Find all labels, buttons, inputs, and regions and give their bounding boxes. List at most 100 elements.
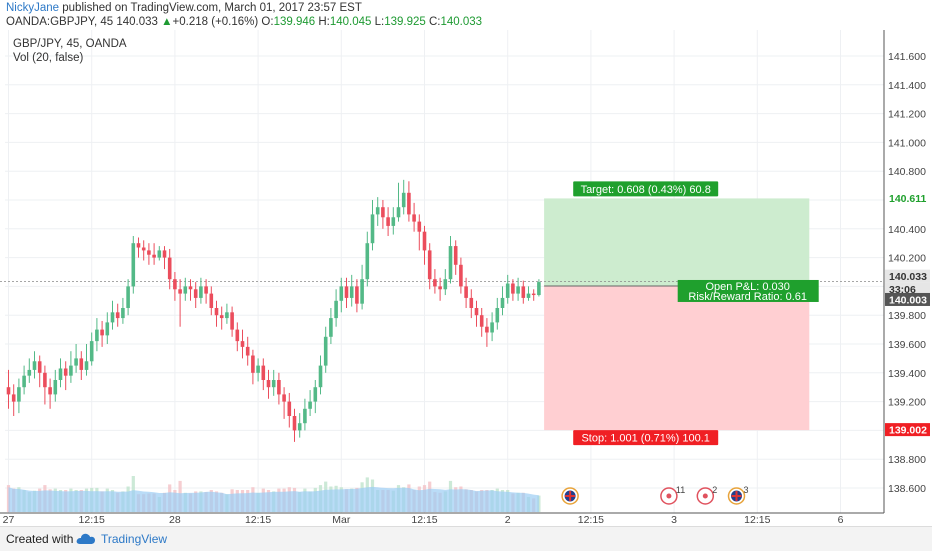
candle-body (110, 312, 115, 323)
uk-flag-icon: 3 (727, 485, 749, 505)
candle-body (69, 365, 73, 376)
candle-body (6, 387, 11, 395)
candle-body (141, 247, 146, 251)
candle-body (235, 329, 240, 342)
candle-body (417, 221, 422, 232)
target-zone (544, 198, 810, 286)
low-value: 139.925 (384, 16, 426, 28)
candle-body (355, 286, 359, 304)
candle-body (209, 293, 214, 308)
x-tick-label: 12:15 (411, 514, 437, 526)
candle-body (521, 286, 526, 298)
candle-body (505, 283, 510, 298)
volume-pane (6, 476, 541, 512)
tradingview-cloud-icon (76, 533, 95, 544)
candle-body (173, 279, 177, 290)
candle-body (479, 315, 484, 327)
candle-body (334, 300, 338, 319)
candle-body (365, 243, 370, 280)
candle-body (183, 286, 188, 294)
candle-body (32, 361, 37, 370)
candle-body (121, 308, 125, 319)
entry-price-tag: 140.003 (885, 292, 930, 306)
candle-body (131, 243, 136, 287)
long-position-tool: Target: 0.608 (0.43%) 60.8 Stop: 1.001 (0… (0, 181, 884, 446)
chart-header: NickyJane published on TradingView.com, … (0, 0, 932, 30)
y-tick-label: 141.000 (888, 137, 926, 149)
candle-body (297, 423, 302, 431)
candle-body (375, 207, 380, 215)
event-count-label: 2 (712, 485, 717, 495)
candle-body (287, 401, 292, 416)
candle-body (459, 264, 463, 287)
x-tick-label: 12:15 (744, 514, 770, 526)
candle-body (251, 355, 255, 373)
candle-body (448, 246, 453, 280)
footer-bar: Created with TradingView (0, 526, 932, 551)
candle-body (381, 207, 385, 218)
candle-body (63, 368, 68, 376)
tradingview-brand[interactable]: TradingView (101, 532, 168, 546)
candle-body (152, 254, 156, 258)
candle-body (433, 279, 437, 287)
candle-body (485, 326, 489, 333)
candle-body (407, 192, 411, 215)
author-name[interactable]: NickyJane (6, 2, 60, 14)
event-count-label: 11 (676, 485, 685, 495)
candle-body (95, 329, 99, 342)
svg-text:Stop: 1.001 (0.71%) 100.1: Stop: 1.001 (0.71%) 100.1 (581, 433, 709, 445)
candle-body (74, 358, 78, 366)
candle-body (256, 365, 260, 373)
svg-text:Open P&L: 0.030: Open P&L: 0.030 (705, 281, 789, 293)
candle-body (43, 372, 47, 388)
candle-body (214, 308, 219, 316)
y-tick-label: 141.400 (888, 80, 926, 92)
svg-text:140.003: 140.003 (889, 294, 927, 306)
open-value: 139.946 (273, 16, 316, 28)
volume-ma-area (8, 486, 539, 512)
y-tick-label: 138.600 (888, 483, 926, 495)
candle-body (115, 312, 120, 319)
stop-price-tag: 139.002 (885, 423, 930, 437)
stop-label: Stop: 1.001 (0.71%) 100.1 (573, 430, 719, 446)
candle-body (58, 368, 63, 380)
x-tick-label: 12:15 (79, 514, 105, 526)
candle-body (219, 315, 224, 319)
symbol-label: OANDA:GBPJPY, 45 (6, 16, 114, 28)
candle-body (230, 312, 234, 330)
candle-body (303, 408, 307, 424)
candle-body (386, 217, 390, 226)
candle-body (11, 394, 16, 402)
candle-body (443, 279, 448, 290)
candle-body (323, 336, 328, 366)
candle-body (282, 394, 286, 402)
candle-body (453, 246, 458, 265)
x-tick-label: 12:15 (578, 514, 604, 526)
candle-body (412, 214, 416, 222)
candle-body (401, 192, 406, 208)
candle-body (22, 375, 26, 388)
low-label: L: (374, 16, 385, 28)
uk-flag-icon (561, 487, 579, 505)
price-chart[interactable]: Target: 0.608 (0.43%) 60.8 Stop: 1.001 (0… (0, 30, 932, 526)
candle-body (469, 297, 474, 308)
candle-body (136, 243, 141, 248)
candle-body (271, 380, 276, 388)
close-value: 140.033 (440, 16, 483, 28)
candle-body (495, 308, 500, 323)
candlestick-series (6, 179, 541, 442)
candle-body (349, 286, 354, 298)
y-tick-label: 140.800 (888, 166, 926, 178)
y-tick-label: 139.400 (888, 368, 926, 380)
candle-body (537, 282, 541, 296)
candle-body (157, 250, 162, 258)
x-tick-label: 2 (505, 514, 511, 526)
last-price: 140.033 (116, 16, 158, 28)
change-value: +0.218 (+0.16%) (172, 16, 259, 28)
last-price-tag: 140.033 (885, 269, 930, 283)
y-tick-label: 140.400 (888, 224, 926, 236)
x-tick-label: 6 (838, 514, 844, 526)
y-tick-label: 139.800 (888, 310, 926, 322)
candle-body (329, 318, 333, 337)
svg-text:140.033: 140.033 (889, 271, 927, 283)
